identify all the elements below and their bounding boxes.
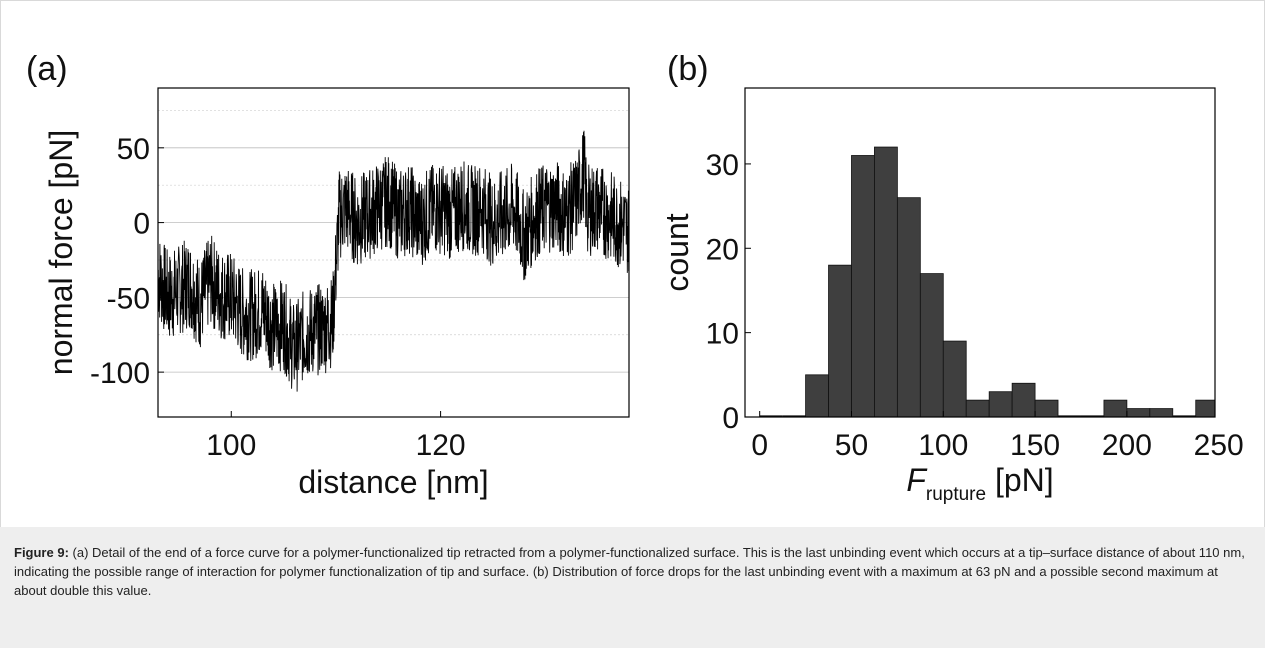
x-tick-label-b-1: 50 xyxy=(835,429,868,462)
x-tick-label-b-3: 150 xyxy=(1010,429,1060,462)
x-tick-label-b-0: 0 xyxy=(751,429,768,462)
histogram-bars xyxy=(759,146,1216,418)
histogram-bar-4 xyxy=(851,155,875,418)
y-tick-label-b-3: 30 xyxy=(706,149,739,182)
histogram-bar-9 xyxy=(965,399,990,418)
histogram-bar-7 xyxy=(919,273,944,418)
y-tick-label-a-1: 0 xyxy=(133,208,150,241)
caption-text: (a) Detail of the end of a force curve f… xyxy=(14,545,1245,598)
histogram-bar-3 xyxy=(828,264,852,418)
x-axis-label-b-unit: [pN] xyxy=(986,462,1054,498)
y-tick-label-b-1: 10 xyxy=(706,318,739,351)
histogram-bar-17 xyxy=(1149,408,1174,418)
y-axis-label-a: normal force [pN] xyxy=(43,130,79,375)
x-axis-label-b: Frupture [pN] xyxy=(906,462,1053,505)
panel-label-a: (a) xyxy=(26,50,68,88)
tick-labels-b: 0 10 20 30 0 50 100 150 200 250 xyxy=(706,149,1244,462)
force-curve-line xyxy=(157,130,630,392)
plot-frame-a xyxy=(157,87,630,418)
x-axis-label-b-main: F xyxy=(906,462,928,498)
x-tick-label-b-2: 100 xyxy=(918,429,968,462)
tick-labels-a: 50 0 -50 -100 100 120 xyxy=(90,133,466,462)
x-tick-label-a-1: 120 xyxy=(416,429,466,462)
histogram-bar-11 xyxy=(1011,382,1036,418)
histogram-bar-5 xyxy=(874,146,898,418)
histogram-bar-10 xyxy=(988,391,1013,418)
histogram-bar-2 xyxy=(805,374,829,418)
x-axis-label-a: distance [nm] xyxy=(298,464,488,500)
y-tick-label-a-2: -50 xyxy=(107,282,150,315)
panel-label-b: (b) xyxy=(667,50,709,88)
histogram-bar-15 xyxy=(1103,399,1128,418)
histogram-bar-12 xyxy=(1034,399,1059,418)
figure-caption: Figure 9: (a) Detail of the end of a for… xyxy=(0,527,1265,648)
y-tick-label-b-2: 20 xyxy=(706,233,739,266)
x-tick-label-b-5: 250 xyxy=(1194,429,1244,462)
x-tick-label-a-0: 100 xyxy=(206,429,256,462)
plot-frame-b xyxy=(744,87,1216,418)
x-axis-label-b-sub: rupture xyxy=(926,484,986,505)
y-axis-label-b: count xyxy=(659,213,695,291)
histogram-bar-6 xyxy=(896,197,921,418)
histogram-panel-b: 0 10 20 30 0 50 100 150 200 250 Frupture [pN] cou… xyxy=(659,87,1244,505)
y-tick-label-b-0: 0 xyxy=(722,402,739,435)
histogram-bar-8 xyxy=(942,340,967,418)
histogram-bar-16 xyxy=(1126,408,1151,418)
histogram-bar-19 xyxy=(1195,399,1216,418)
y-tick-label-a-3: -100 xyxy=(90,357,150,390)
line-chart-panel-a: 50 0 -50 -100 100 120 distance [nm] normal fo… xyxy=(43,87,630,500)
caption-label: Figure 9: xyxy=(14,545,69,560)
y-tick-label-a-0: 50 xyxy=(117,133,150,166)
x-tick-label-b-4: 200 xyxy=(1102,429,1152,462)
